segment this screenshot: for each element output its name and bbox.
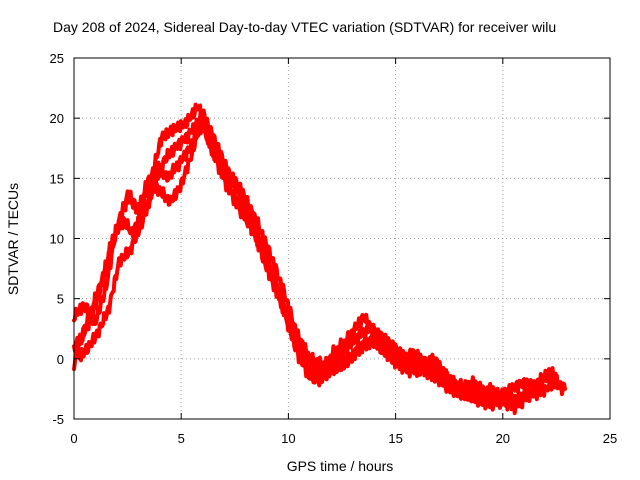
x-tick-label: 10 bbox=[281, 431, 295, 446]
y-tick-labels: -5 0 5 10 15 20 25 bbox=[50, 51, 64, 427]
x-tick-label: 15 bbox=[388, 431, 402, 446]
chart-title: Day 208 of 2024, Sidereal Day-to-day VTE… bbox=[53, 19, 556, 35]
x-tick-labels: 0 5 10 15 20 25 bbox=[70, 431, 617, 446]
y-tick-label: 20 bbox=[50, 111, 64, 126]
x-tick-label: 5 bbox=[178, 431, 185, 446]
y-tick-label: 0 bbox=[57, 352, 64, 367]
y-tick-label: 5 bbox=[57, 292, 64, 307]
y-tick-label: 15 bbox=[50, 171, 64, 186]
x-tick-label: 20 bbox=[496, 431, 510, 446]
y-tick-label: -5 bbox=[52, 412, 64, 427]
x-tick-label: 0 bbox=[70, 431, 77, 446]
series-line-day-4 bbox=[76, 119, 559, 408]
tick-marks bbox=[73, 57, 611, 420]
y-tick-label: 10 bbox=[50, 232, 64, 247]
y-axis-label: SDTVAR / TECUs bbox=[5, 183, 21, 295]
series-layer bbox=[72, 102, 567, 416]
x-axis-label: GPS time / hours bbox=[287, 458, 394, 474]
y-tick-label: 25 bbox=[50, 51, 64, 66]
x-tick-label: 25 bbox=[603, 431, 617, 446]
